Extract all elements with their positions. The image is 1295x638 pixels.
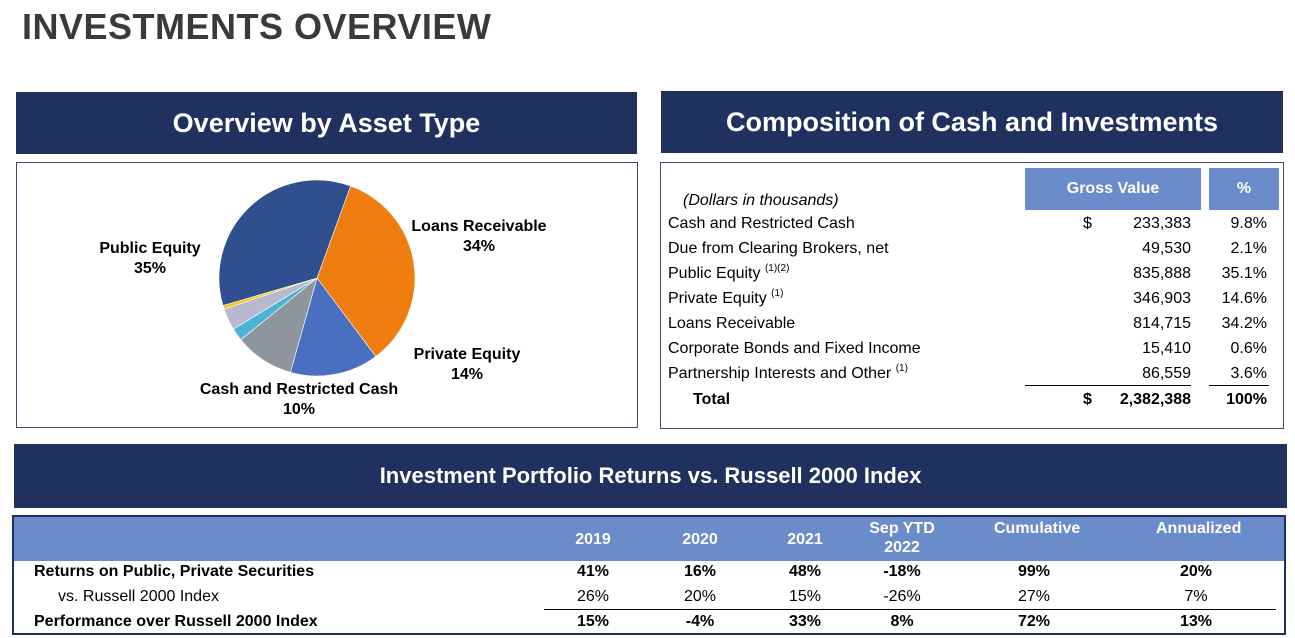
composition-row-label-text: Corporate Bonds and Fixed Income	[668, 340, 921, 357]
composition-row-pct: 0.6%	[1230, 340, 1267, 357]
returns-cell: 8%	[890, 613, 914, 630]
composition-row-label-text: Partnership Interests and Other	[668, 365, 892, 382]
returns-rule	[544, 609, 1276, 610]
returns-cell: 20%	[683, 588, 717, 605]
page-title: INVESTMENTS OVERVIEW	[22, 6, 492, 47]
returns-cell: 26%	[576, 588, 610, 605]
composition-row-label-text: Due from Clearing Brokers, net	[668, 240, 889, 257]
returns-cell: 13%	[1179, 613, 1213, 630]
pie-label-public-equity-pct: 35%	[133, 260, 167, 277]
pie-slice-private-equity	[290, 277, 377, 377]
asset-pie-chart	[218, 179, 416, 377]
returns-panel: 2019 2020 2021 Sep YTD 2022 Cumulative Annual…	[12, 515, 1286, 635]
returns-column-header: Sep YTD 2022	[862, 519, 942, 557]
pie-label-private-equity-pct: 14%	[450, 366, 484, 383]
composition-row-dollar-sign: $	[1083, 215, 1092, 232]
returns-cell: 16%	[683, 563, 717, 580]
composition-row-label: Due from Clearing Brokers, net	[668, 240, 889, 258]
composition-row-value: 86,559	[1142, 365, 1191, 382]
composition-row-label-text: Loans Receivable	[668, 315, 796, 332]
total-value: 2,382,388	[1119, 391, 1191, 408]
footnote-marker: (1)	[771, 288, 784, 299]
pie-slice-loans-receivable	[316, 185, 416, 357]
returns-row-label: Performance over Russell 2000 Index	[34, 613, 318, 630]
asset-overview-banner: Overview by Asset Type	[16, 92, 637, 154]
composition-row-label: Public Equity (1)(2)	[668, 263, 790, 283]
gross-value-header: Gross Value	[1025, 168, 1201, 210]
returns-cell: 20%	[1179, 563, 1213, 580]
composition-row-value: 233,383	[1133, 215, 1191, 232]
total-pct: 100%	[1226, 391, 1267, 408]
pie-label-cash-name: Cash and Restricted Cash	[199, 381, 399, 398]
pct-header: %	[1209, 168, 1279, 210]
composition-row-value: 15,410	[1142, 340, 1191, 357]
pie-label-loans-receivable: Loans Receivable 34%	[399, 217, 559, 257]
returns-column-header: Cumulative	[994, 519, 1081, 538]
composition-panel: Gross Value % (Dollars in thousands) Tot…	[660, 162, 1284, 429]
returns-column-header: 2021	[750, 530, 860, 549]
pie-label-public-equity: Public Equity 35%	[75, 239, 225, 279]
returns-cell: 41%	[576, 563, 610, 580]
pie-label-cash-pct: 10%	[282, 401, 316, 418]
composition-row-label: Loans Receivable	[668, 315, 795, 333]
returns-cell: 33%	[788, 613, 822, 630]
composition-row-value: 49,530	[1142, 240, 1191, 257]
composition-row-label-text: Cash and Restricted Cash	[668, 215, 855, 232]
pie-label-loans-receivable-name: Loans Receivable	[411, 218, 547, 235]
composition-row-label: Private Equity (1)	[668, 288, 784, 308]
returns-banner: Investment Portfolio Returns vs. Russell…	[14, 444, 1287, 508]
pie-label-private-equity: Private Equity 14%	[397, 345, 537, 385]
composition-row-label: Partnership Interests and Other (1)	[668, 363, 908, 383]
total-value-rule	[1025, 385, 1191, 386]
total-dollar-sign: $	[1083, 391, 1092, 408]
returns-cell: 99%	[1017, 563, 1051, 580]
asset-overview-heading: Overview by Asset Type	[172, 107, 481, 138]
composition-row-pct: 35.1%	[1221, 265, 1267, 282]
returns-row-label: vs. Russell 2000 Index	[58, 588, 219, 605]
returns-cell: 72%	[1017, 613, 1051, 630]
returns-column-header: 2019	[538, 530, 648, 549]
total-label: Total	[693, 391, 731, 408]
total-pct-rule	[1209, 385, 1269, 386]
pie-label-public-equity-name: Public Equity	[99, 240, 201, 257]
returns-row-label: Returns on Public, Private Securities	[34, 563, 315, 580]
composition-heading: Composition of Cash and Investments	[725, 106, 1219, 137]
footnote-marker: (1)	[895, 363, 908, 374]
composition-row-pct: 9.8%	[1230, 215, 1267, 232]
returns-heading: Investment Portfolio Returns vs. Russell…	[379, 463, 922, 488]
composition-row-label-text: Public Equity	[668, 265, 761, 282]
returns-cell: 15%	[576, 613, 610, 630]
composition-row-value: 814,715	[1133, 315, 1191, 332]
composition-row-pct: 2.1%	[1230, 240, 1267, 257]
units-note: (Dollars in thousands)	[683, 192, 839, 209]
returns-cell: 15%	[788, 588, 822, 605]
pie-slice-public-equity	[218, 179, 351, 306]
pie-label-loans-receivable-pct: 34%	[462, 238, 496, 255]
pie-label-cash: Cash and Restricted Cash 10%	[179, 380, 419, 420]
footnote-marker: (1)(2)	[764, 263, 790, 274]
composition-row-pct: 34.2%	[1221, 315, 1267, 332]
composition-row-label: Corporate Bonds and Fixed Income	[668, 340, 921, 358]
composition-banner: Composition of Cash and Investments	[661, 91, 1283, 153]
returns-column-header: Annualized	[1156, 519, 1242, 538]
returns-cell: 7%	[1184, 588, 1208, 605]
composition-row-value: 346,903	[1133, 290, 1191, 307]
returns-column-header: 2020	[645, 530, 755, 549]
composition-row-pct: 3.6%	[1230, 365, 1267, 382]
composition-row-label-text: Private Equity	[668, 290, 767, 307]
composition-row-pct: 14.6%	[1221, 290, 1267, 307]
pie-label-private-equity-name: Private Equity	[413, 346, 521, 363]
composition-row-value: 835,888	[1133, 265, 1191, 282]
returns-cell: -26%	[883, 588, 921, 605]
returns-cell: 27%	[1017, 588, 1051, 605]
returns-cell: 48%	[788, 563, 822, 580]
composition-row-label: Cash and Restricted Cash	[668, 215, 855, 233]
returns-cell: -4%	[685, 613, 715, 630]
asset-overview-panel: Public Equity 35% Loans Receivable 34% P…	[16, 162, 638, 428]
returns-cell: -18%	[883, 563, 921, 580]
